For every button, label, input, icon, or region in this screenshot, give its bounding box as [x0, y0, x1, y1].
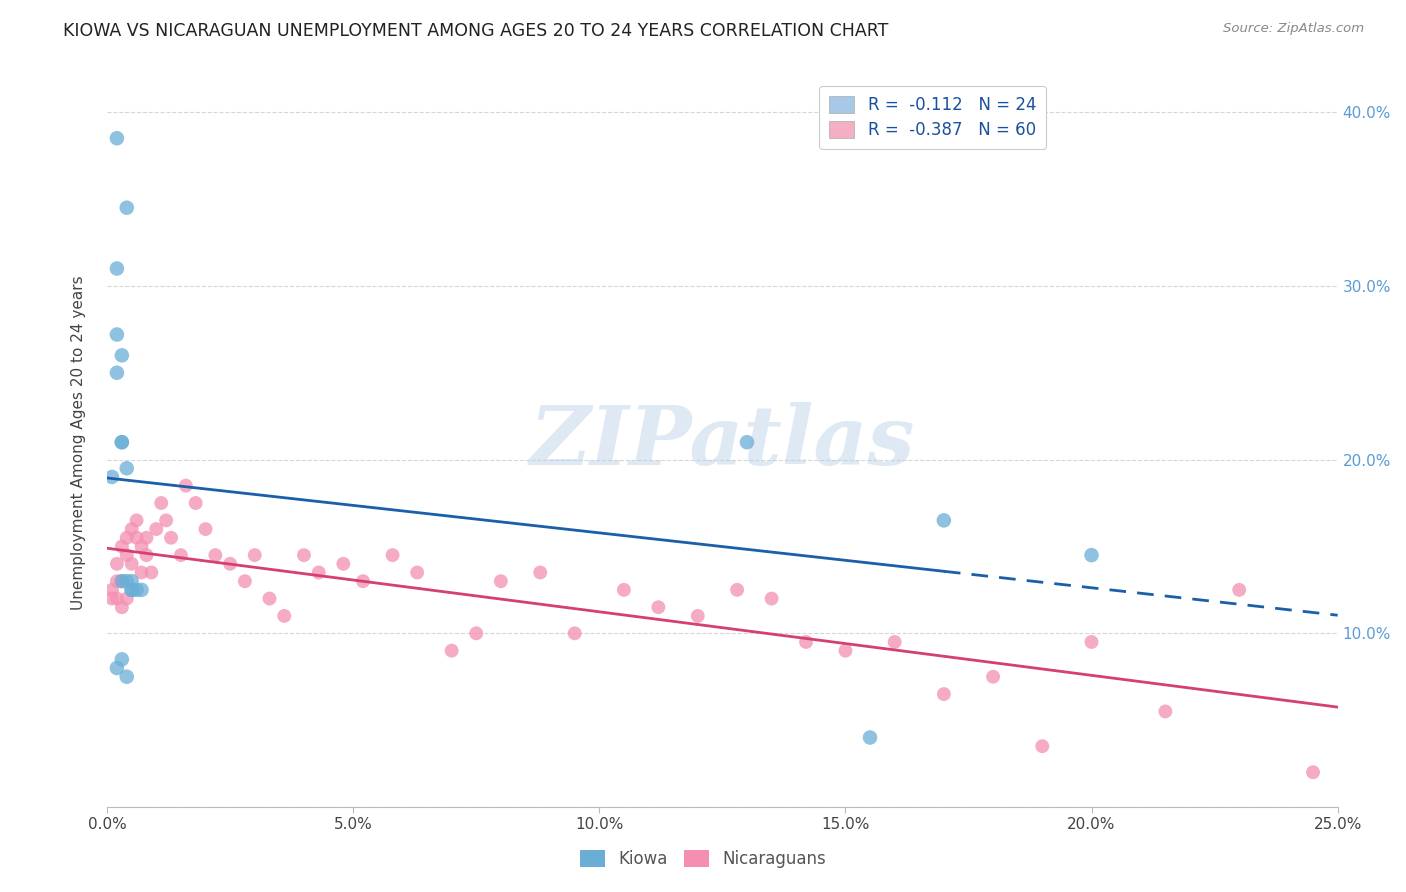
- Point: [145, 522, 167, 536]
- Point: [101, 582, 124, 597]
- Point: [121, 582, 143, 597]
- Point: [932, 513, 955, 527]
- Point: [440, 643, 463, 657]
- Point: [125, 513, 148, 527]
- Point: [111, 435, 134, 450]
- Point: [194, 522, 217, 536]
- Point: [141, 566, 163, 580]
- Text: KIOWA VS NICARAGUAN UNEMPLOYMENT AMONG AGES 20 TO 24 YEARS CORRELATION CHART: KIOWA VS NICARAGUAN UNEMPLOYMENT AMONG A…: [63, 22, 889, 40]
- Point: [735, 435, 758, 450]
- Point: [115, 548, 138, 562]
- Point: [932, 687, 955, 701]
- Point: [406, 566, 429, 580]
- Point: [273, 608, 295, 623]
- Point: [834, 643, 856, 657]
- Point: [332, 557, 354, 571]
- Point: [101, 470, 124, 484]
- Point: [243, 548, 266, 562]
- Point: [125, 531, 148, 545]
- Legend: Kiowa, Nicaraguans: Kiowa, Nicaraguans: [574, 843, 832, 875]
- Point: [564, 626, 586, 640]
- Point: [352, 574, 374, 589]
- Point: [105, 261, 128, 276]
- Point: [115, 531, 138, 545]
- Point: [647, 600, 669, 615]
- Point: [111, 435, 134, 450]
- Point: [219, 557, 242, 571]
- Text: Source: ZipAtlas.com: Source: ZipAtlas.com: [1223, 22, 1364, 36]
- Point: [686, 608, 709, 623]
- Point: [105, 131, 128, 145]
- Point: [105, 366, 128, 380]
- Point: [883, 635, 905, 649]
- Point: [292, 548, 315, 562]
- Point: [111, 574, 134, 589]
- Point: [150, 496, 173, 510]
- Point: [115, 461, 138, 475]
- Point: [725, 582, 748, 597]
- Point: [135, 531, 157, 545]
- Point: [121, 557, 143, 571]
- Text: ZIPatlas: ZIPatlas: [530, 402, 915, 483]
- Point: [111, 652, 134, 666]
- Point: [761, 591, 783, 606]
- Point: [131, 566, 153, 580]
- Point: [1031, 739, 1053, 754]
- Point: [184, 496, 207, 510]
- Point: [135, 548, 157, 562]
- Point: [131, 540, 153, 554]
- Point: [308, 566, 330, 580]
- Point: [259, 591, 281, 606]
- Point: [115, 591, 138, 606]
- Y-axis label: Unemployment Among Ages 20 to 24 years: Unemployment Among Ages 20 to 24 years: [72, 275, 86, 609]
- Point: [613, 582, 636, 597]
- Point: [155, 513, 177, 527]
- Point: [381, 548, 404, 562]
- Point: [529, 566, 551, 580]
- Point: [121, 574, 143, 589]
- Point: [111, 540, 134, 554]
- Point: [115, 201, 138, 215]
- Point: [111, 574, 134, 589]
- Point: [115, 574, 138, 589]
- Point: [233, 574, 256, 589]
- Point: [1302, 765, 1324, 780]
- Point: [1080, 635, 1102, 649]
- Point: [105, 557, 128, 571]
- Point: [115, 670, 138, 684]
- Point: [111, 600, 134, 615]
- Point: [125, 582, 148, 597]
- Point: [1080, 548, 1102, 562]
- Point: [794, 635, 817, 649]
- Point: [121, 522, 143, 536]
- Point: [105, 574, 128, 589]
- Point: [160, 531, 183, 545]
- Point: [105, 327, 128, 342]
- Point: [105, 591, 128, 606]
- Point: [465, 626, 488, 640]
- Point: [174, 478, 197, 492]
- Point: [204, 548, 226, 562]
- Point: [859, 731, 882, 745]
- Point: [131, 582, 153, 597]
- Legend: R =  -0.112   N = 24, R =  -0.387   N = 60: R = -0.112 N = 24, R = -0.387 N = 60: [820, 86, 1046, 149]
- Point: [170, 548, 193, 562]
- Point: [1227, 582, 1250, 597]
- Point: [981, 670, 1004, 684]
- Point: [101, 591, 124, 606]
- Point: [121, 582, 143, 597]
- Point: [1154, 705, 1177, 719]
- Point: [489, 574, 512, 589]
- Point: [105, 661, 128, 675]
- Point: [111, 348, 134, 362]
